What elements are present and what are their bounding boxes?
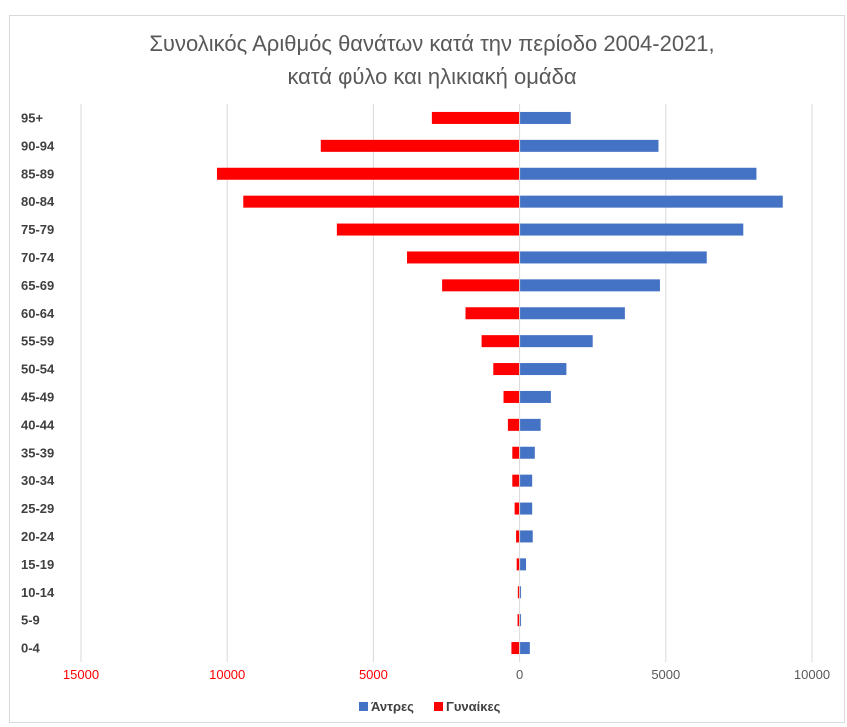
category-label: 90-94 xyxy=(21,138,55,153)
category-label: 75-79 xyxy=(21,222,54,237)
category-label: 60-64 xyxy=(21,306,55,321)
category-label: 50-54 xyxy=(21,362,55,377)
bar-women xyxy=(407,251,520,264)
bar-women xyxy=(507,418,520,431)
bar-men xyxy=(519,139,659,152)
bar-men xyxy=(519,223,744,236)
bar-men xyxy=(519,446,535,459)
bar-men xyxy=(519,279,660,292)
category-label: 30-34 xyxy=(21,473,55,488)
vertical-gridlines xyxy=(80,104,813,662)
bar-women xyxy=(336,223,520,236)
bar-men xyxy=(519,642,530,655)
category-label: 40-44 xyxy=(21,417,55,432)
category-labels: 95+ 90-94 85-89 80-84 75-79 70-74 65-69 60-64 55… xyxy=(21,110,55,655)
category-label: 45-49 xyxy=(21,389,54,404)
legend-swatch-men xyxy=(359,702,368,711)
bar-women xyxy=(465,307,520,320)
bar-men xyxy=(519,307,625,320)
bar-men xyxy=(519,530,533,543)
bar-men xyxy=(519,390,551,403)
category-label: 55-59 xyxy=(21,334,54,349)
bar-men xyxy=(519,558,527,571)
legend-label-men: Άντρες xyxy=(371,699,414,714)
category-label: 95+ xyxy=(21,110,43,125)
bar-women xyxy=(320,139,520,152)
bar-men xyxy=(519,502,533,515)
category-label: 10-14 xyxy=(21,585,55,600)
x-tick-label: 5000 xyxy=(359,667,388,682)
bar-men xyxy=(519,586,522,599)
x-tick-label: 15000 xyxy=(63,667,99,682)
bar-men xyxy=(519,418,541,431)
category-label: 85-89 xyxy=(21,166,54,181)
bar-men xyxy=(519,335,593,348)
bar-women xyxy=(516,558,520,571)
legend-swatch-women xyxy=(434,702,443,711)
x-tick-label: 0 xyxy=(516,667,523,682)
x-tick-label: 10000 xyxy=(794,667,830,682)
chart-title-line-2: κατά φύλο και ηλικιακή ομάδα xyxy=(287,64,576,89)
chart-frame xyxy=(9,15,845,723)
bars-group xyxy=(216,111,783,655)
bar-men xyxy=(519,111,571,124)
bar-women xyxy=(517,586,520,599)
legend: Άντρες Γυναίκες xyxy=(359,699,501,714)
category-label: 0-4 xyxy=(21,641,41,656)
category-label: 20-24 xyxy=(21,529,55,544)
bar-men xyxy=(519,195,783,208)
bar-men xyxy=(519,363,567,376)
bar-women xyxy=(511,642,520,655)
bar-women xyxy=(512,474,520,487)
category-label: 65-69 xyxy=(21,278,54,293)
bar-women xyxy=(512,446,520,459)
bar-women xyxy=(481,335,520,348)
category-label: 25-29 xyxy=(21,501,54,516)
category-label: 35-39 xyxy=(21,445,54,460)
bar-women xyxy=(517,614,520,627)
x-axis-tick-labels: 15000 10000 5000 0 5000 10000 xyxy=(63,667,830,682)
bar-men xyxy=(519,474,533,487)
x-tick-label: 10000 xyxy=(209,667,245,682)
x-tick-label: 5000 xyxy=(651,667,680,682)
bar-men xyxy=(519,251,707,264)
bar-women xyxy=(503,390,520,403)
category-label: 70-74 xyxy=(21,250,55,265)
bar-men xyxy=(519,614,522,627)
bar-women xyxy=(216,167,520,180)
bar-women xyxy=(243,195,520,208)
bar-women xyxy=(442,279,520,292)
bar-men xyxy=(519,167,757,180)
bar-women xyxy=(514,502,520,515)
category-label: 80-84 xyxy=(21,194,55,209)
legend-label-women: Γυναίκες xyxy=(446,699,501,714)
category-label: 15-19 xyxy=(21,557,54,572)
category-label: 5-9 xyxy=(21,613,40,628)
chart-title-line-1: Συνολικός Αριθμός θανάτων κατά την περίο… xyxy=(149,31,714,56)
bar-women xyxy=(493,363,520,376)
bar-women xyxy=(431,111,520,124)
bar-women xyxy=(516,530,520,543)
